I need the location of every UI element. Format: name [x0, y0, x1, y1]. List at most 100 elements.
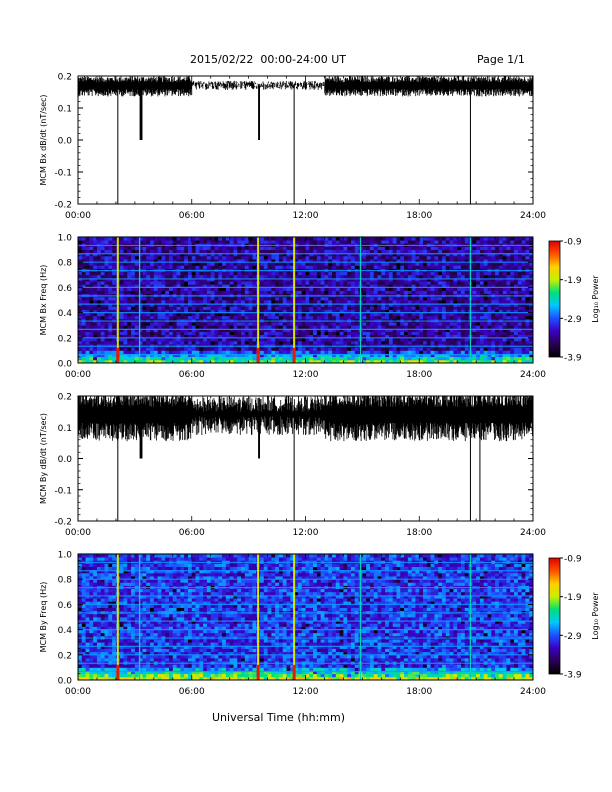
spectrogram-cell — [278, 331, 284, 336]
spectrogram-cell — [373, 262, 378, 266]
spectrogram-cell — [191, 265, 196, 269]
spectrogram-cell — [453, 274, 458, 279]
spectrogram-cell — [404, 262, 409, 266]
spectrogram-cell — [225, 277, 231, 282]
spectrogram-cell — [195, 306, 200, 310]
spectrogram-cell — [351, 350, 356, 354]
spectrogram-cell — [233, 240, 238, 244]
spectrogram-cell — [332, 359, 337, 364]
spectrogram-cell — [453, 350, 458, 354]
spectrogram-cell — [100, 347, 105, 351]
spectrogram-cell — [153, 255, 159, 260]
spectrogram-cell — [491, 296, 496, 301]
spectrogram-cell — [282, 290, 287, 295]
spectrogram-cell — [457, 290, 462, 295]
spectrogram-cell — [464, 277, 469, 282]
spectrogram-cell — [411, 265, 416, 269]
spectrogram-cell — [324, 290, 329, 295]
spectrogram-cell — [157, 277, 162, 282]
spectrogram-cell — [241, 315, 246, 320]
spectrogram-cell — [305, 303, 310, 307]
spectrogram-cell — [187, 328, 193, 332]
spectrogram-cell — [525, 303, 530, 307]
spectrogram-cell — [438, 262, 443, 266]
spectrogram-cell — [138, 274, 143, 279]
spectrogram-cell — [316, 309, 322, 313]
spectrogram-cell — [142, 312, 147, 317]
spectrogram-cell — [278, 322, 284, 326]
spectrogram-cell — [157, 265, 162, 269]
spectrogram-cell — [119, 315, 124, 320]
spectrogram-cell — [176, 337, 181, 342]
spectrogram-cell — [169, 347, 174, 351]
spectrogram-cell — [464, 237, 469, 241]
spectrogram-cell — [96, 315, 102, 320]
spectrogram-cell — [172, 309, 177, 313]
spectrogram-cell — [104, 309, 109, 313]
spectrogram-cell — [301, 284, 306, 288]
spectrogram-cell — [442, 353, 447, 358]
spectrogram-cell — [396, 300, 401, 304]
spectrogram-cell — [339, 240, 344, 244]
spectrogram-cell — [297, 334, 303, 339]
spectrogram-cell — [206, 287, 212, 291]
spectrogram-cell — [157, 306, 162, 310]
spectrogram-cell — [165, 340, 170, 345]
spectrogram-cell — [278, 240, 284, 244]
spectrogram-cell — [377, 306, 382, 310]
spectrogram-cell — [176, 359, 181, 364]
spectrogram-cell — [472, 309, 477, 313]
spectrogram-cell — [241, 359, 246, 364]
spectrogram-cell — [385, 337, 390, 342]
spectrogram-cell — [415, 259, 420, 263]
spectrogram-cell — [445, 306, 450, 310]
spectrogram-cell — [476, 306, 481, 310]
spectrogram-cell — [267, 271, 272, 276]
spectrogram-cell — [210, 296, 215, 301]
spectrogram-cell — [142, 281, 147, 285]
spectrogram-cell — [453, 265, 458, 269]
spectrogram-cell — [525, 271, 530, 276]
spectrogram-cell — [187, 246, 193, 250]
spectrogram-cell — [252, 274, 257, 279]
spectrogram-cell — [187, 252, 193, 257]
spectrogram-cell — [263, 328, 268, 332]
spectrogram-cell — [411, 287, 416, 291]
spectrogram-cell — [104, 246, 109, 250]
spectrogram-cell — [85, 322, 90, 326]
spectrogram-cell — [89, 296, 94, 301]
spectrogram-cell — [286, 281, 291, 285]
spectrogram-cell — [244, 271, 250, 276]
spectrogram-cell — [172, 277, 177, 282]
spectrogram-cell — [104, 337, 109, 342]
spectrogram-cell — [195, 259, 200, 263]
spectrogram-cell — [407, 337, 413, 342]
spectrogram-cell — [320, 359, 325, 364]
spectrogram-cell — [460, 309, 466, 313]
spectrogram-cell — [332, 240, 337, 244]
spectrogram-cell — [495, 296, 500, 301]
spectrogram-cell — [294, 309, 299, 313]
spectrogram-cell — [222, 328, 227, 332]
spectrogram-cell — [438, 281, 443, 285]
spectrogram-cell — [244, 290, 250, 295]
spectrogram-cell — [146, 331, 151, 336]
spectrogram-cell — [267, 300, 272, 304]
spectrogram-cell — [214, 281, 219, 285]
spectrogram-cell — [320, 296, 325, 301]
spectrogram-cell — [415, 274, 420, 279]
spectrogram-cell — [131, 350, 136, 354]
spectrogram-cell — [248, 255, 253, 260]
spectrogram-cell — [381, 296, 386, 301]
spectrogram-cell — [445, 265, 450, 269]
spectrogram-cell — [442, 312, 447, 317]
spectrogram-cell — [521, 265, 526, 269]
spectrogram-cell — [93, 350, 98, 354]
spectrogram-cell — [184, 290, 189, 295]
spectrogram-cell — [498, 315, 504, 320]
spectrogram-cell — [381, 300, 386, 304]
spectrogram-cell — [343, 290, 348, 295]
spectrogram-cell — [517, 296, 523, 301]
spectrogram-cell — [222, 325, 227, 329]
spectrogram-cell — [225, 281, 231, 285]
